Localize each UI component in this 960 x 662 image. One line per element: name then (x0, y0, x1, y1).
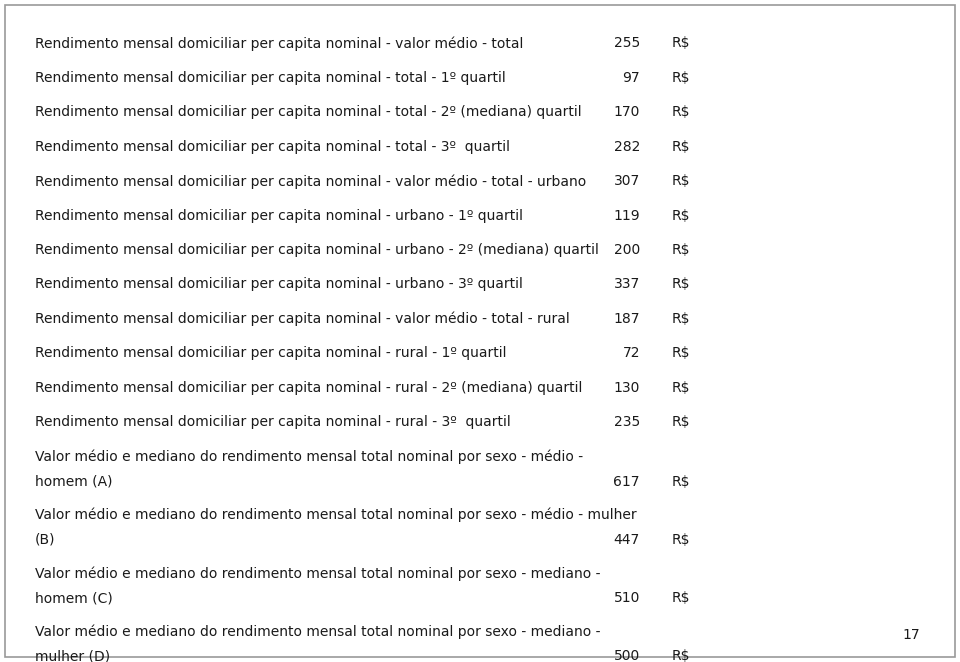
Text: (B): (B) (35, 533, 56, 547)
Text: R$: R$ (672, 649, 690, 662)
Text: Rendimento mensal domiciliar per capita nominal - urbano - 3º quartil: Rendimento mensal domiciliar per capita … (35, 277, 523, 291)
Text: 119: 119 (613, 209, 640, 222)
Text: 170: 170 (613, 105, 640, 119)
Text: 187: 187 (613, 312, 640, 326)
Text: Rendimento mensal domiciliar per capita nominal - valor médio - total: Rendimento mensal domiciliar per capita … (35, 36, 523, 51)
Text: Rendimento mensal domiciliar per capita nominal - urbano - 2º (mediana) quartil: Rendimento mensal domiciliar per capita … (35, 243, 599, 257)
Text: R$: R$ (672, 277, 690, 291)
Text: Rendimento mensal domiciliar per capita nominal - valor médio - total - rural: Rendimento mensal domiciliar per capita … (35, 312, 569, 326)
Text: R$: R$ (672, 71, 690, 85)
Text: Valor médio e mediano do rendimento mensal total nominal por sexo - mediano -: Valor médio e mediano do rendimento mens… (35, 566, 601, 581)
Text: Rendimento mensal domiciliar per capita nominal - total - 3º  quartil: Rendimento mensal domiciliar per capita … (35, 140, 510, 154)
Text: 130: 130 (613, 381, 640, 395)
Text: R$: R$ (672, 174, 690, 188)
Text: R$: R$ (672, 140, 690, 154)
Text: 337: 337 (613, 277, 640, 291)
Text: R$: R$ (672, 591, 690, 605)
Text: R$: R$ (672, 533, 690, 547)
Text: Valor médio e mediano do rendimento mensal total nominal por sexo - médio -: Valor médio e mediano do rendimento mens… (35, 449, 583, 464)
Text: R$: R$ (672, 475, 690, 489)
Text: 510: 510 (613, 591, 640, 605)
Text: 500: 500 (613, 649, 640, 662)
Text: 255: 255 (613, 36, 640, 50)
Text: mulher (D): mulher (D) (35, 649, 110, 662)
Text: homem (A): homem (A) (35, 475, 112, 489)
Text: 17: 17 (902, 628, 920, 642)
Text: R$: R$ (672, 346, 690, 360)
Text: Rendimento mensal domiciliar per capita nominal - total - 1º quartil: Rendimento mensal domiciliar per capita … (35, 71, 506, 85)
Text: 200: 200 (613, 243, 640, 257)
Text: R$: R$ (672, 209, 690, 222)
Text: Rendimento mensal domiciliar per capita nominal - rural - 2º (mediana) quartil: Rendimento mensal domiciliar per capita … (35, 381, 583, 395)
Text: R$: R$ (672, 36, 690, 50)
Text: Valor médio e mediano do rendimento mensal total nominal por sexo - médio - mulh: Valor médio e mediano do rendimento mens… (35, 508, 636, 522)
Text: Rendimento mensal domiciliar per capita nominal - urbano - 1º quartil: Rendimento mensal domiciliar per capita … (35, 209, 523, 222)
Text: R$: R$ (672, 243, 690, 257)
Text: 617: 617 (613, 475, 640, 489)
Text: Rendimento mensal domiciliar per capita nominal - rural - 3º  quartil: Rendimento mensal domiciliar per capita … (35, 415, 511, 429)
Text: Valor médio e mediano do rendimento mensal total nominal por sexo - mediano -: Valor médio e mediano do rendimento mens… (35, 624, 601, 639)
FancyBboxPatch shape (5, 5, 955, 657)
Text: R$: R$ (672, 312, 690, 326)
Text: Rendimento mensal domiciliar per capita nominal - rural - 1º quartil: Rendimento mensal domiciliar per capita … (35, 346, 507, 360)
Text: R$: R$ (672, 105, 690, 119)
Text: 282: 282 (613, 140, 640, 154)
Text: Rendimento mensal domiciliar per capita nominal - valor médio - total - urbano: Rendimento mensal domiciliar per capita … (35, 174, 587, 189)
Text: 235: 235 (613, 415, 640, 429)
Text: 72: 72 (622, 346, 640, 360)
Text: 447: 447 (613, 533, 640, 547)
Text: homem (C): homem (C) (35, 591, 112, 605)
Text: 97: 97 (622, 71, 640, 85)
Text: R$: R$ (672, 415, 690, 429)
Text: Rendimento mensal domiciliar per capita nominal - total - 2º (mediana) quartil: Rendimento mensal domiciliar per capita … (35, 105, 582, 119)
Text: 307: 307 (613, 174, 640, 188)
Text: R$: R$ (672, 381, 690, 395)
